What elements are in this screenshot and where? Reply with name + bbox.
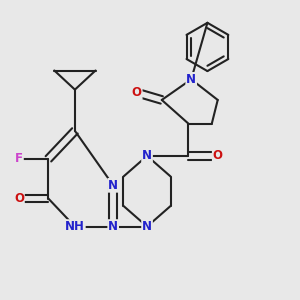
Text: N: N xyxy=(142,220,152,233)
Text: F: F xyxy=(15,152,23,165)
Text: NH: NH xyxy=(65,220,85,233)
Text: O: O xyxy=(132,86,142,99)
Text: N: N xyxy=(108,220,118,233)
Text: N: N xyxy=(142,149,152,162)
Text: N: N xyxy=(186,73,196,86)
Text: O: O xyxy=(14,192,24,205)
Text: O: O xyxy=(213,149,223,162)
Text: N: N xyxy=(108,179,118,192)
